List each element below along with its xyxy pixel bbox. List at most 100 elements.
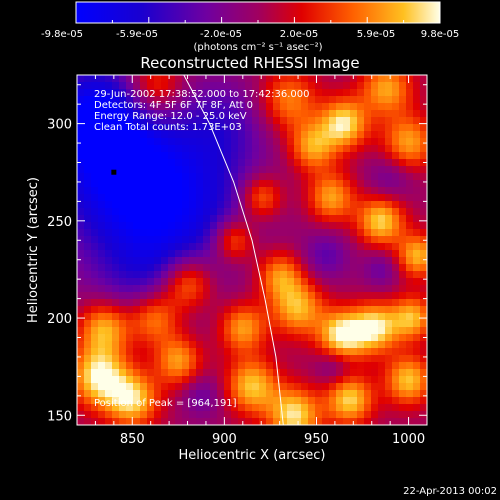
heatmap-cell xyxy=(266,362,274,370)
heatmap-cell xyxy=(84,327,92,335)
heatmap-cell xyxy=(168,355,176,363)
heatmap-cell xyxy=(378,397,386,405)
heatmap-cell xyxy=(420,201,427,209)
heatmap-cell xyxy=(413,362,421,370)
heatmap-cell xyxy=(210,397,218,405)
heatmap-cell xyxy=(336,138,344,146)
heatmap-cell xyxy=(112,173,120,181)
heatmap-cell xyxy=(273,103,281,111)
heatmap-cell xyxy=(161,306,169,314)
heatmap-cell xyxy=(259,355,267,363)
heatmap-cell xyxy=(168,362,176,370)
heatmap-cell xyxy=(84,278,92,286)
heatmap-cell xyxy=(245,348,253,356)
heatmap-cell xyxy=(245,292,253,300)
heatmap-cell xyxy=(84,145,92,153)
heatmap-cell xyxy=(308,96,316,104)
heatmap-cell xyxy=(189,145,197,153)
heatmap-cell xyxy=(392,124,400,132)
heatmap-cell xyxy=(91,236,99,244)
heatmap-cell xyxy=(322,334,330,342)
heatmap-cell xyxy=(252,397,260,405)
heatmap-cell xyxy=(273,278,281,286)
heatmap-cell xyxy=(322,124,330,132)
heatmap-cell xyxy=(91,173,99,181)
heatmap-cell xyxy=(315,383,323,391)
heatmap-cell xyxy=(161,166,169,174)
heatmap-cell xyxy=(252,250,260,258)
heatmap-cell xyxy=(98,320,106,328)
heatmap-cell xyxy=(224,201,232,209)
heatmap-cell xyxy=(364,278,372,286)
heatmap-cell xyxy=(217,306,225,314)
heatmap-cell xyxy=(175,236,183,244)
heatmap-cell xyxy=(105,376,113,384)
heatmap-cell xyxy=(175,264,183,272)
heatmap-cell xyxy=(196,117,204,125)
heatmap-cell xyxy=(140,131,148,139)
heatmap-cell xyxy=(133,152,141,160)
heatmap-cell xyxy=(210,362,218,370)
heatmap-cell xyxy=(350,271,358,279)
heatmap-cell xyxy=(287,390,295,398)
heatmap-cell xyxy=(91,271,99,279)
heatmap-cell xyxy=(189,418,197,425)
heatmap-cell xyxy=(175,173,183,181)
heatmap-cell xyxy=(357,138,365,146)
heatmap-cell xyxy=(406,82,414,90)
heatmap-cell xyxy=(329,264,337,272)
heatmap-cell xyxy=(161,145,169,153)
heatmap-cell xyxy=(112,180,120,188)
heatmap-cell xyxy=(364,131,372,139)
heatmap-cell xyxy=(231,201,239,209)
heatmap-cell xyxy=(161,208,169,216)
x-tick-label: 900 xyxy=(212,432,237,447)
heatmap-cell xyxy=(315,131,323,139)
heatmap-cell xyxy=(399,180,407,188)
heatmap-cell xyxy=(133,145,141,153)
heatmap-cell xyxy=(420,145,427,153)
heatmap-cell xyxy=(161,292,169,300)
heatmap-cell xyxy=(91,334,99,342)
heatmap-cell xyxy=(259,341,267,349)
heatmap-cell xyxy=(399,159,407,167)
heatmap-cell xyxy=(154,418,162,425)
heatmap-cell xyxy=(350,243,358,251)
heatmap-cell xyxy=(357,369,365,377)
heatmap-cell xyxy=(399,334,407,342)
heatmap-cell xyxy=(196,159,204,167)
heatmap-cell xyxy=(133,418,141,425)
heatmap-cell xyxy=(301,411,309,419)
heatmap-cell xyxy=(98,124,106,132)
heatmap-cell xyxy=(273,369,281,377)
heatmap-cell xyxy=(329,166,337,174)
heatmap-cell xyxy=(140,376,148,384)
heatmap-cell xyxy=(224,103,232,111)
heatmap-cell xyxy=(350,257,358,265)
heatmap-cell xyxy=(189,285,197,293)
heatmap-cell xyxy=(84,131,92,139)
heatmap-cell xyxy=(357,376,365,384)
heatmap-cell xyxy=(280,306,288,314)
heatmap-cell xyxy=(308,110,316,118)
heatmap-cell xyxy=(168,145,176,153)
heatmap-cell xyxy=(413,131,421,139)
heatmap-cell xyxy=(77,173,85,181)
heatmap-cell xyxy=(126,257,134,265)
heatmap-cell xyxy=(364,208,372,216)
heatmap-cell xyxy=(287,75,295,83)
heatmap-cell xyxy=(133,180,141,188)
heatmap-cell xyxy=(231,103,239,111)
heatmap-cell xyxy=(126,124,134,132)
heatmap-cell xyxy=(385,327,393,335)
heatmap-cell xyxy=(203,229,211,237)
heatmap-cell xyxy=(385,243,393,251)
heatmap-cell xyxy=(364,264,372,272)
heatmap-cell xyxy=(77,110,85,118)
heatmap-cell xyxy=(266,222,274,230)
heatmap-cell xyxy=(154,278,162,286)
heatmap-cell xyxy=(399,222,407,230)
heatmap-cell xyxy=(413,418,421,425)
heatmap-cell xyxy=(105,187,113,195)
heatmap-cell xyxy=(364,313,372,321)
